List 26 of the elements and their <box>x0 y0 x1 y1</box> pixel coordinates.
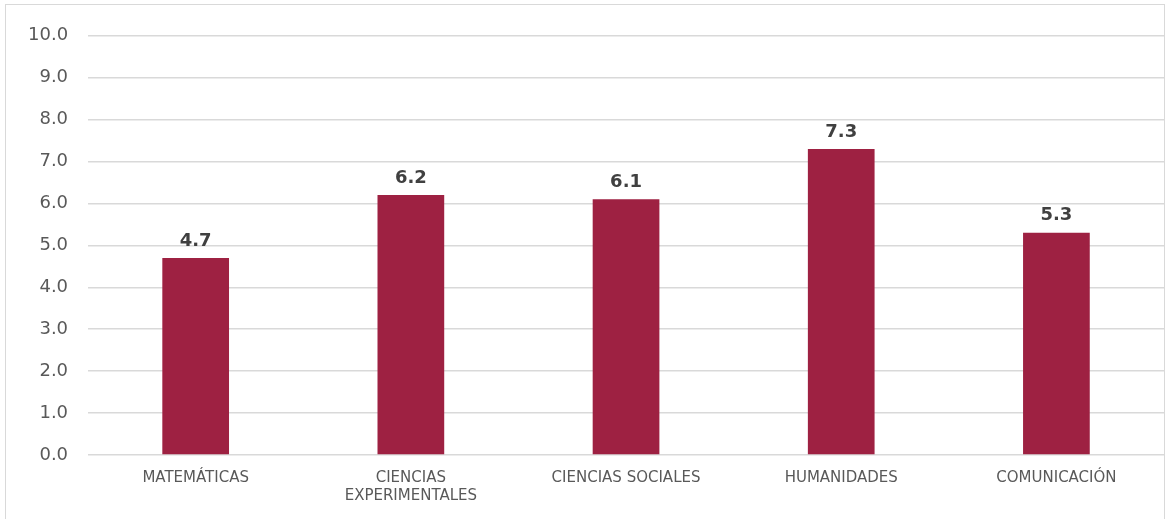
data-label: 4.7 <box>179 228 212 250</box>
bar <box>807 148 875 455</box>
x-tick-label: MATEMÁTICAS <box>142 466 249 486</box>
y-tick-label: 3.0 <box>39 316 69 338</box>
bar <box>1023 232 1090 455</box>
y-tick-label: 9.0 <box>39 65 69 87</box>
data-label: 6.2 <box>394 165 427 187</box>
y-tick-label: 1.0 <box>39 400 69 422</box>
x-tick-label: HUMANIDADES <box>784 467 898 486</box>
y-tick-label: 7.0 <box>39 149 69 171</box>
bar <box>377 195 445 455</box>
y-tick-label: 0.0 <box>39 442 69 464</box>
x-tick-label: COMUNICACIÓN <box>996 466 1117 486</box>
data-label: 6.1 <box>610 169 642 191</box>
data-label: 7.3 <box>825 119 858 141</box>
y-tick-label: 4.0 <box>39 274 69 296</box>
y-tick-label: 10.0 <box>28 23 69 45</box>
y-tick-label: 6.0 <box>39 191 69 213</box>
y-tick-label: 5.0 <box>39 233 69 255</box>
bar <box>162 257 230 455</box>
x-tick-label: CIENCIAS EXPERIMENTALES <box>344 467 478 504</box>
y-tick-label: 8.0 <box>39 107 69 129</box>
y-tick-label: 2.0 <box>39 358 69 380</box>
data-label: 5.3 <box>1040 203 1073 225</box>
bar <box>592 199 660 455</box>
x-tick-label: CIENCIAS SOCIALES <box>551 467 701 486</box>
